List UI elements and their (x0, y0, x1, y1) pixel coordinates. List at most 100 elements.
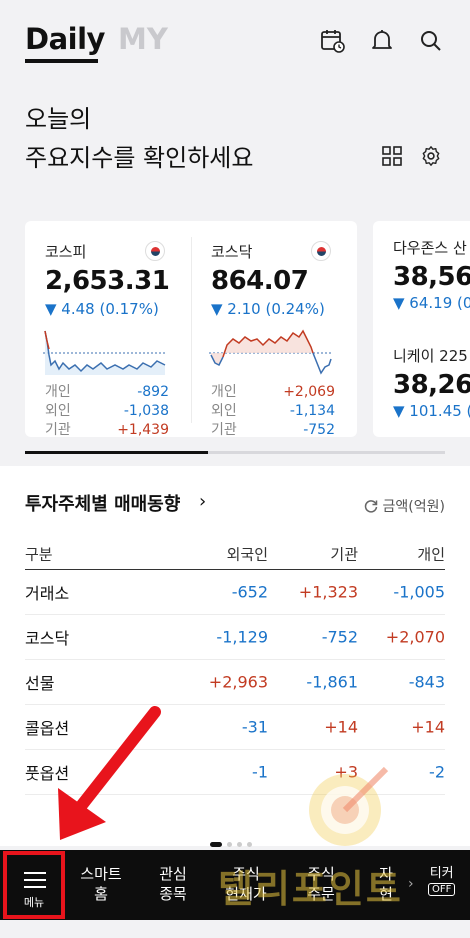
flow-row: 기관 -752 (211, 421, 335, 440)
hamburger-menu-icon (24, 872, 46, 888)
nav-label: 관심 (159, 865, 187, 883)
bell-icon[interactable] (369, 28, 395, 54)
nav-stock-price[interactable]: 주식 현재가 (218, 864, 274, 904)
table-row[interactable]: 풋옵션 -1 +3 -2 (25, 750, 445, 795)
kospi-flows: 개인 -892 외인 -1,038 기관 +1,439 (45, 383, 169, 440)
foreign-cell: -1,129 (216, 627, 268, 647)
flow-row: 기관 +1,439 (45, 421, 169, 440)
page-dot (247, 842, 252, 847)
column-header: 구분 (25, 545, 53, 563)
kosdaq-sparkline (209, 329, 333, 375)
active-tab-indicator (25, 59, 98, 63)
ticker-label: 티커 (429, 866, 454, 881)
index-value: 2,653.31 (45, 266, 170, 296)
column-header: 기관 (330, 545, 358, 563)
ticker-state-badge: OFF (428, 883, 456, 896)
nav-label: 주문 (307, 885, 335, 903)
index-name: 다우존스 산 (393, 239, 467, 257)
section-title[interactable]: 투자주체별 매매동향 (25, 494, 181, 515)
nav-partial-item[interactable]: 자 현 (374, 864, 398, 904)
index-value: 864.07 (211, 266, 309, 296)
individual-cell: -1,005 (393, 582, 445, 602)
table-row[interactable]: 코스닥 -1,129 -752 +2,070 (25, 615, 445, 660)
nav-label: 주식 (307, 865, 335, 883)
institution-cell: +1,323 (298, 582, 358, 602)
page-dot-active (210, 842, 222, 847)
page-indicator (210, 842, 252, 847)
individual-cell: -2 (429, 762, 445, 782)
unit-label: 금액(억원) (382, 499, 445, 515)
grid-view-icon[interactable] (382, 146, 402, 166)
index-value: 38,563 (393, 262, 470, 292)
table-header: 구분 외국인 기관 개인 (25, 538, 445, 570)
ticker-toggle[interactable]: 티커 OFF (428, 862, 456, 896)
nav-label: 현재가 (225, 885, 267, 903)
watermark-text: 텔리포인트 (218, 867, 403, 911)
index-change: ▼ 4.48 (0.17%) (45, 300, 159, 318)
foreign-cell: -31 (241, 717, 268, 737)
index-card[interactable]: 코스피 2,653.31 ▼ 4.48 (0.17%) 개인 -892 외인 -… (25, 221, 357, 440)
index-dow[interactable]: 다우존스 산 38,563 ▼ 64.19 (0 (393, 237, 470, 312)
flow-label: 개인 (211, 384, 237, 400)
unit-toggle[interactable]: 금액(억원) (363, 496, 445, 516)
index-name: 코스닥 (211, 243, 253, 261)
index-change: ▼ 64.19 (0 (393, 294, 470, 312)
market-cell: 선물 (25, 674, 55, 693)
headline: 오늘의 주요지수를 확인하세요 (25, 100, 253, 178)
nav-watchlist[interactable]: 관심 종목 (150, 864, 196, 904)
chevron-right-icon[interactable]: › (199, 491, 207, 512)
korea-flag-icon (145, 241, 165, 261)
individual-cell: +2,070 (385, 627, 445, 647)
flow-value: -892 (137, 384, 169, 400)
nav-stock-order[interactable]: 주식 주문 (298, 864, 344, 904)
headline-line2: 주요지수를 확인하세요 (25, 144, 254, 172)
index-card-world[interactable]: 다우존스 산 38,563 ▼ 64.19 (0 니케이 225 38,262 … (373, 221, 470, 437)
institution-cell: -1,861 (306, 672, 358, 692)
market-cell: 콜옵션 (25, 719, 70, 738)
individual-cell: +14 (411, 717, 445, 737)
flow-value: +2,069 (283, 384, 335, 400)
chevron-right-icon[interactable]: › (408, 876, 414, 892)
flow-label: 기관 (45, 422, 71, 438)
market-cell: 풋옵션 (25, 764, 70, 783)
search-icon[interactable] (418, 28, 444, 54)
tab-daily[interactable]: Daily (25, 22, 105, 56)
page-dot (227, 842, 232, 847)
flow-value: -1,134 (289, 403, 335, 419)
foreign-cell: -652 (231, 582, 268, 602)
nav-label: 스마트 (80, 865, 122, 883)
investor-table: 구분 외국인 기관 개인 거래소 -652 +1,323 -1,005 코스닥 … (25, 538, 445, 795)
calendar-check-icon[interactable] (320, 28, 346, 54)
bottom-nav-bar: 메뉴 스마트 홈 관심 종목 주식 현재가 주식 주문 자 현 › 티커 OFF (0, 850, 470, 920)
menu-button[interactable]: 메뉴 (3, 851, 65, 919)
card-divider (191, 237, 192, 423)
tab-my[interactable]: MY (118, 22, 168, 56)
index-kosdaq[interactable]: 코스닥 864.07 ▼ 2.10 (0.24%) (211, 241, 361, 318)
market-cell: 코스닥 (25, 629, 70, 648)
korea-flag-icon (311, 241, 331, 261)
page-dot (237, 842, 242, 847)
column-header: 외국인 (226, 545, 268, 563)
refresh-icon (364, 500, 377, 513)
nav-label: 자 (379, 865, 393, 883)
kospi-sparkline (43, 330, 167, 375)
table-row[interactable]: 콜옵션 -31 +14 +14 (25, 705, 445, 750)
foreign-cell: +2,963 (208, 672, 268, 692)
flow-value: +1,439 (117, 422, 169, 438)
nav-smart-home[interactable]: 스마트 홈 (76, 864, 126, 904)
table-row[interactable]: 거래소 -652 +1,323 -1,005 (25, 570, 445, 615)
nav-label: 현 (379, 885, 393, 903)
index-nikkei[interactable]: 니케이 225 38,262 ▼ 101.45 ( (393, 345, 470, 420)
settings-gear-icon[interactable] (420, 145, 442, 167)
institution-cell: +14 (324, 717, 358, 737)
flow-row: 개인 +2,069 (211, 383, 335, 402)
flow-label: 기관 (211, 422, 237, 438)
table-row[interactable]: 선물 +2,963 -1,861 -843 (25, 660, 445, 705)
institution-cell: +3 (334, 762, 358, 782)
flow-row: 외인 -1,134 (211, 402, 335, 421)
headline-line1: 오늘의 (25, 105, 92, 133)
individual-cell: -843 (408, 672, 445, 692)
index-kospi[interactable]: 코스피 2,653.31 ▼ 4.48 (0.17%) (45, 241, 195, 318)
header: Daily MY (0, 0, 470, 80)
annotation-arrow (58, 706, 161, 840)
